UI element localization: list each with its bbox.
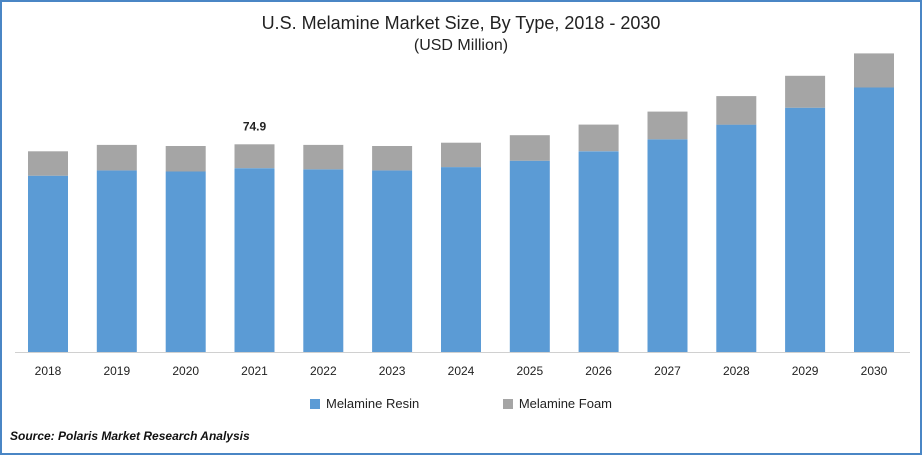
- bar-foam-2022: [303, 144, 344, 170]
- x-tick-label-2023: 2023: [379, 364, 406, 378]
- x-tick-label-2019: 2019: [103, 364, 130, 378]
- bar-resin-2028: [716, 124, 757, 352]
- x-tick-label-2018: 2018: [35, 364, 62, 378]
- x-tick-label-2020: 2020: [172, 364, 199, 378]
- bar-resin-2027: [647, 139, 688, 352]
- bars-layer: [28, 53, 894, 352]
- labels-layer: 74.9: [243, 119, 267, 133]
- bar-foam-2021: [234, 144, 275, 169]
- bar-foam-2018: [28, 151, 68, 176]
- x-tick-label-2029: 2029: [792, 364, 819, 378]
- x-tick-label-2025: 2025: [516, 364, 543, 378]
- x-tick-label-2024: 2024: [448, 364, 475, 378]
- legend-item-resin: Melamine Resin: [309, 396, 420, 411]
- bar-resin-2025: [509, 160, 550, 352]
- legend-label-resin: Melamine Resin: [325, 396, 420, 411]
- x-axis-ticks: 2018 2019 2020 2021 2022 2023 2024 2025 2026 2027…: [35, 364, 888, 378]
- bar-resin-2030: [854, 87, 894, 352]
- legend-swatch-foam: [502, 398, 513, 409]
- source-note: Source: Polaris Market Research Analysis: [10, 429, 250, 443]
- bar-resin-2020: [165, 171, 206, 352]
- bar-foam-2027: [647, 111, 688, 140]
- legend-label-foam: Melamine Foam: [518, 396, 613, 411]
- x-tick-label-2028: 2028: [723, 364, 750, 378]
- bar-foam-2025: [509, 135, 550, 161]
- bar-resin-2022: [303, 169, 344, 352]
- bar-foam-2020: [165, 146, 206, 172]
- chart-title: U.S. Melamine Market Size, By Type, 2018…: [261, 13, 661, 33]
- x-tick-label-2021: 2021: [241, 364, 268, 378]
- x-tick-label-2022: 2022: [310, 364, 337, 378]
- bar-foam-2019: [96, 144, 137, 171]
- bar-resin-2021: [234, 168, 275, 352]
- bar-foam-2029: [785, 75, 826, 108]
- bar-foam-2030: [854, 53, 894, 88]
- legend-item-foam: Melamine Foam: [502, 396, 613, 411]
- bar-resin-2026: [578, 151, 619, 352]
- bar-foam-2024: [441, 142, 481, 168]
- x-tick-label-2027: 2027: [654, 364, 681, 378]
- chart-subtitle: (USD Million): [413, 37, 509, 54]
- bar-resin-2029: [785, 107, 826, 352]
- bar-resin-2019: [96, 170, 137, 352]
- bar-foam-2023: [372, 146, 413, 171]
- x-tick-label-2026: 2026: [585, 364, 612, 378]
- bar-foam-2026: [578, 124, 619, 152]
- legend: Melamine Resin Melamine Foam: [2, 396, 920, 412]
- bar-resin-2018: [28, 175, 68, 352]
- legend-swatch-resin: [309, 398, 320, 409]
- bar-resin-2024: [441, 167, 481, 352]
- bar-resin-2023: [372, 170, 413, 352]
- bar-foam-2028: [716, 96, 757, 125]
- data-label-2021: 74.9: [243, 119, 267, 133]
- x-tick-label-2030: 2030: [861, 364, 888, 378]
